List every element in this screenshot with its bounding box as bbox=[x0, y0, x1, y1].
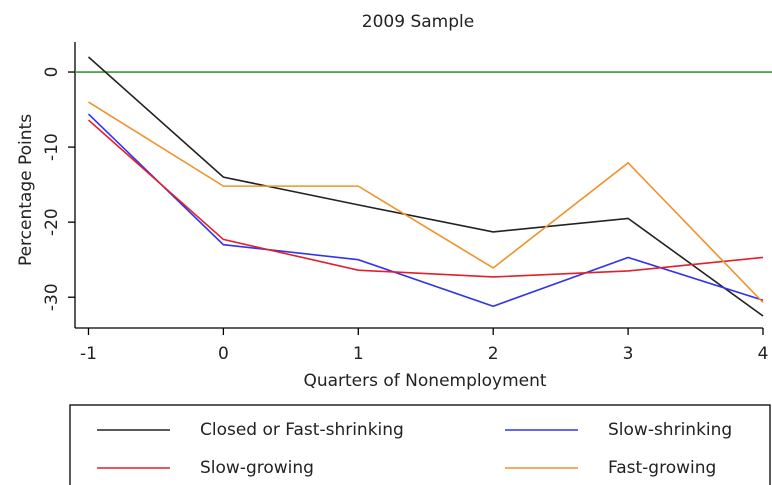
y-tick-label: -10 bbox=[42, 133, 62, 161]
series-line bbox=[87, 113, 764, 308]
x-tick-label: -1 bbox=[80, 344, 97, 364]
x-tick-label: 3 bbox=[623, 344, 634, 364]
legend-label: Slow-shrinking bbox=[608, 420, 732, 440]
series-line bbox=[87, 119, 764, 278]
legend-label: Fast-growing bbox=[608, 458, 716, 478]
x-tick-label: 1 bbox=[353, 344, 364, 364]
legend-label: Slow-growing bbox=[200, 458, 314, 478]
y-tick-label: -20 bbox=[42, 208, 62, 236]
y-tick-label: 0 bbox=[42, 67, 62, 78]
x-tick-label: 0 bbox=[218, 344, 229, 364]
y-tick-label: -30 bbox=[42, 283, 62, 311]
series-line bbox=[88, 101, 764, 304]
legend-label: Closed or Fast-shrinking bbox=[200, 420, 404, 440]
series-line bbox=[87, 56, 764, 317]
y-axis-label: Percentage Points bbox=[16, 114, 36, 266]
chart-title: 2009 Sample bbox=[362, 12, 474, 32]
legend-box bbox=[69, 404, 771, 485]
x-tick-label: 4 bbox=[758, 344, 769, 364]
x-tick-label: 2 bbox=[488, 344, 499, 364]
x-axis-label: Quarters of Nonemployment bbox=[303, 371, 546, 391]
